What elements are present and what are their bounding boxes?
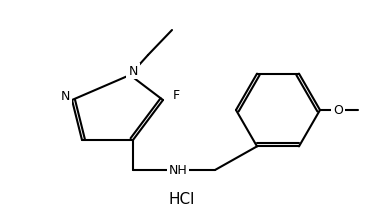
- Text: F: F: [172, 89, 179, 101]
- Text: NH: NH: [169, 163, 187, 176]
- Text: N: N: [60, 89, 70, 103]
- Text: O: O: [333, 103, 343, 117]
- Text: N: N: [128, 65, 138, 77]
- Text: HCl: HCl: [169, 192, 195, 208]
